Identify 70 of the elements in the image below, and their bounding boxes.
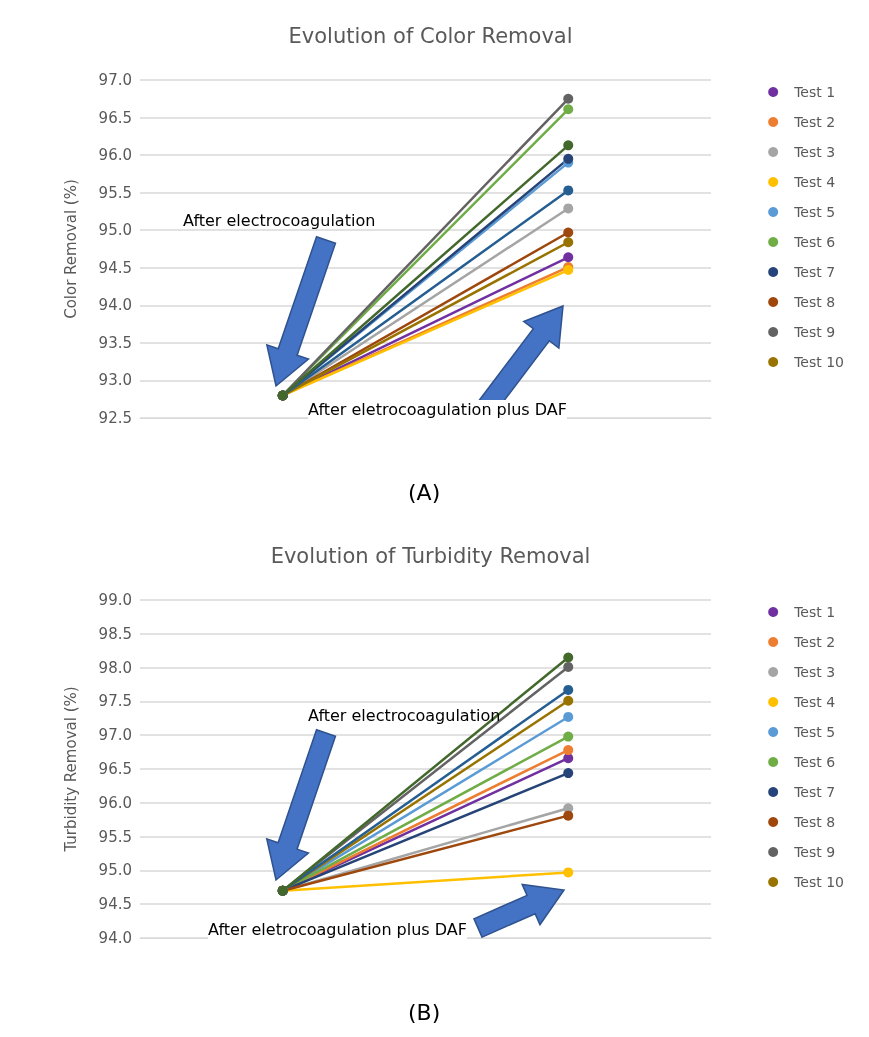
legend-label: Test 4 bbox=[793, 174, 836, 190]
legend-label: Test 3 bbox=[793, 144, 836, 160]
y-tick-label: 96.0 bbox=[98, 793, 132, 812]
point bbox=[563, 768, 574, 779]
annotation: After electrocoagulation bbox=[183, 211, 376, 230]
text: (A) bbox=[408, 480, 441, 505]
legend-label: Test 2 bbox=[793, 634, 836, 650]
text: (B) bbox=[408, 1000, 441, 1025]
y-tick-label: 99.0 bbox=[98, 591, 132, 609]
point bbox=[563, 227, 574, 238]
y-tick-label: 94.5 bbox=[98, 258, 132, 277]
point bbox=[563, 104, 574, 115]
chart-title: Evolution of Color Removal bbox=[288, 23, 573, 48]
y-tick-label: 92.5 bbox=[98, 409, 132, 427]
point bbox=[563, 711, 574, 722]
y-tick-label: 94.0 bbox=[98, 929, 132, 947]
point bbox=[563, 140, 574, 151]
point bbox=[563, 153, 574, 164]
point bbox=[563, 185, 574, 196]
y-tick-label: 97.0 bbox=[98, 71, 132, 89]
y-tick-label: 97.0 bbox=[98, 726, 132, 745]
point bbox=[563, 237, 574, 248]
point bbox=[563, 203, 574, 214]
legend-label: Test 6 bbox=[793, 754, 836, 770]
point bbox=[563, 252, 574, 263]
legend-label: Test 4 bbox=[793, 694, 836, 710]
y-tick-label: 97.5 bbox=[98, 692, 132, 711]
point bbox=[563, 867, 574, 878]
y-tick-label: 95.5 bbox=[98, 827, 132, 846]
point bbox=[563, 652, 574, 663]
y-axis-title: Color Removal (%) bbox=[61, 179, 80, 319]
legend-label: Test 5 bbox=[793, 724, 836, 740]
legend-label: Test 10 bbox=[793, 874, 845, 890]
y-tick-label: 94.0 bbox=[98, 296, 132, 315]
point bbox=[563, 661, 574, 672]
legend-label: Test 2 bbox=[793, 114, 836, 130]
y-tick-label: 98.5 bbox=[98, 624, 132, 643]
legend-label: Test 5 bbox=[793, 204, 836, 220]
legend-label: Test 8 bbox=[793, 814, 836, 830]
annotation: After eletrocoagulation plus DAF bbox=[308, 400, 567, 419]
legend-label: Test 1 bbox=[793, 604, 836, 620]
legend-label: Test 10 bbox=[793, 354, 845, 370]
legend-label: Test 6 bbox=[793, 234, 836, 250]
point bbox=[563, 810, 574, 821]
legend-label: Test 8 bbox=[793, 294, 836, 310]
annotation: After electrocoagulation bbox=[308, 706, 501, 725]
legend-label: Test 3 bbox=[793, 664, 836, 680]
y-tick-label: 96.5 bbox=[98, 760, 132, 778]
legend-label: Test 9 bbox=[793, 324, 836, 340]
y-axis-title: Turbidity Removal (%) bbox=[61, 686, 80, 853]
legend-label: Test 9 bbox=[793, 844, 836, 860]
y-tick-label: 96.0 bbox=[98, 146, 132, 165]
point bbox=[563, 731, 574, 742]
legend-label: Test 7 bbox=[793, 784, 836, 800]
y-tick-label: 93.5 bbox=[98, 333, 132, 352]
y-tick-label: 94.5 bbox=[98, 895, 132, 914]
chart-title: Evolution of Turbidity Removal bbox=[270, 543, 591, 568]
y-tick-label: 98.0 bbox=[98, 658, 132, 677]
legend-label: Test 1 bbox=[793, 84, 836, 100]
y-tick-label: 96.5 bbox=[98, 108, 132, 127]
point bbox=[563, 745, 574, 756]
y-tick-label: 93.0 bbox=[98, 371, 132, 390]
point bbox=[563, 93, 574, 104]
y-tick-label: 95.0 bbox=[98, 221, 132, 240]
y-tick-label: 95.5 bbox=[98, 183, 132, 202]
point bbox=[563, 684, 574, 695]
annotation: After eletrocoagulation plus DAF bbox=[208, 920, 467, 939]
point bbox=[563, 695, 574, 706]
y-tick-label: 95.0 bbox=[98, 861, 132, 880]
legend-label: Test 7 bbox=[793, 264, 836, 280]
